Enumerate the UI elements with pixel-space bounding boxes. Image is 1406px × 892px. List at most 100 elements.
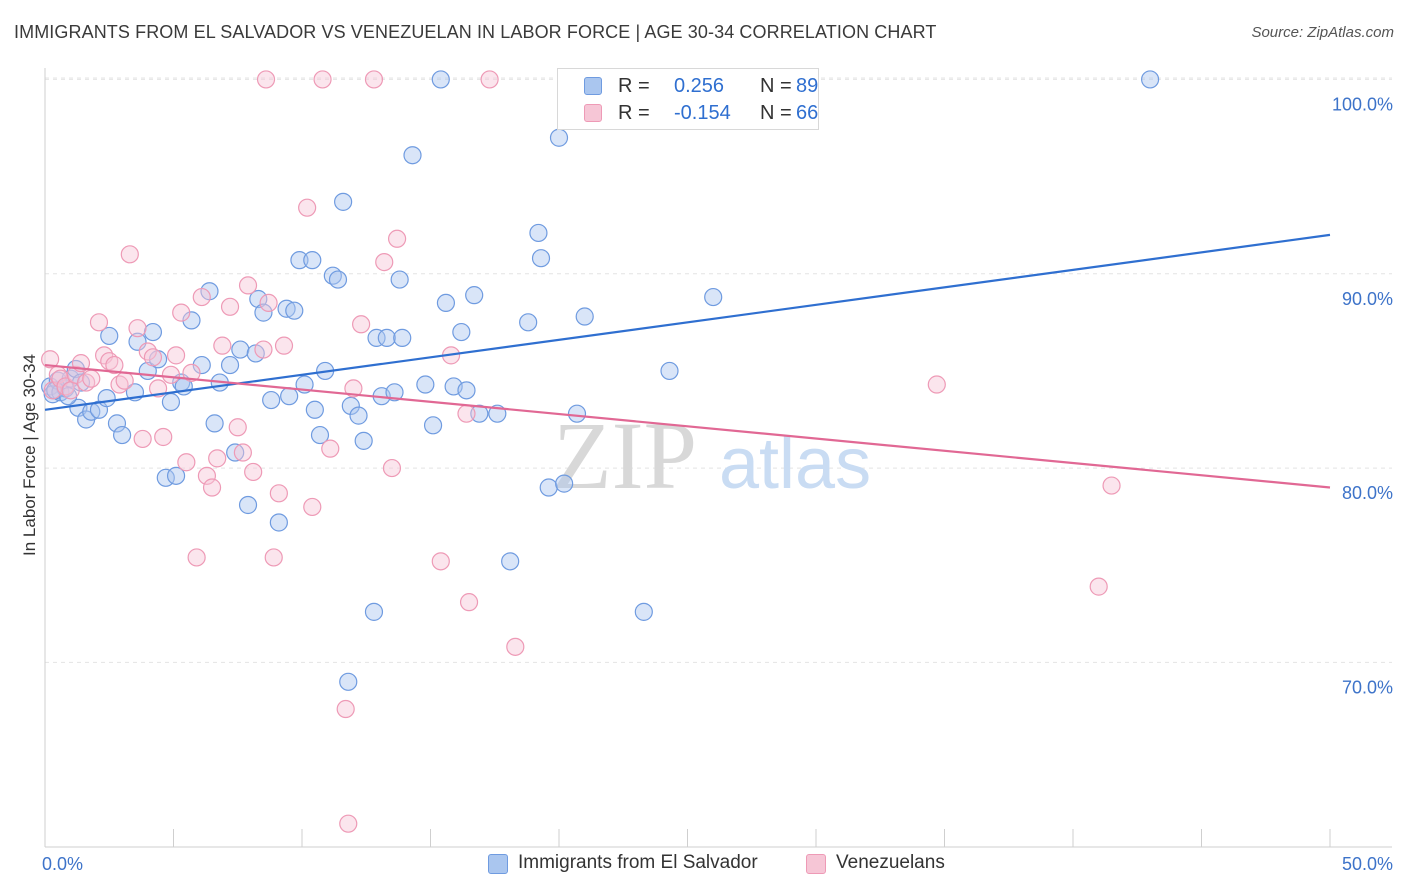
data-point-el-salvador <box>303 251 322 270</box>
data-point-el-salvador <box>436 293 456 313</box>
data-point-el-salvador <box>231 340 250 359</box>
data-point-venezuelans <box>321 439 340 458</box>
y-tick-label: 90.0% <box>1342 289 1393 309</box>
data-point-venezuelans <box>202 478 222 497</box>
data-point-venezuelans <box>128 319 147 338</box>
data-point-el-salvador <box>539 478 558 497</box>
correlation-legend: R = 0.256 N = 89 R = -0.154 N = 66 <box>557 68 819 130</box>
data-point-el-salvador <box>704 287 723 307</box>
data-point-venezuelans <box>143 348 163 367</box>
legend-swatch-venezuelans <box>584 104 602 122</box>
data-point-venezuelans <box>259 293 278 313</box>
data-point-venezuelans <box>364 70 384 89</box>
x-tick-label-min: 0.0% <box>42 854 83 874</box>
legend-r-label: R = <box>618 102 650 124</box>
bottom-legend-label-el-salvador: Immigrants from El Salvador <box>518 852 758 873</box>
data-point-el-salvador <box>100 326 119 346</box>
legend-swatch-el-salvador <box>584 77 602 95</box>
data-point-venezuelans <box>213 336 232 355</box>
data-point-venezuelans <box>927 375 946 394</box>
data-point-venezuelans <box>238 276 258 295</box>
chart-title: IMMIGRANTS FROM EL SALVADOR VS VENEZUELA… <box>14 22 937 42</box>
y-axis-title: In Labor Force | Age 30-34 <box>20 354 39 556</box>
data-point-el-salvador <box>555 474 574 493</box>
data-point-venezuelans <box>344 379 363 398</box>
data-point-el-salvador <box>470 404 489 423</box>
legend-n-value-el-salvador: 89 <box>796 75 819 97</box>
data-point-venezuelans <box>1089 577 1108 596</box>
data-point-el-salvador <box>529 223 548 243</box>
data-point-el-salvador <box>377 328 396 347</box>
data-point-venezuelans <box>352 315 371 334</box>
data-point-el-salvador <box>290 251 309 270</box>
data-point-venezuelans <box>264 548 283 567</box>
data-point-el-salvador <box>238 495 258 515</box>
data-point-venezuelans <box>387 229 407 248</box>
data-point-venezuelans <box>339 814 358 833</box>
x-tick-label-max: 50.0% <box>1342 854 1393 874</box>
data-point-venezuelans <box>274 336 294 355</box>
source-label: Source: ZipAtlas.com <box>1251 24 1394 41</box>
data-point-venezuelans <box>220 297 240 316</box>
data-point-el-salvador <box>549 128 569 147</box>
data-point-venezuelans <box>506 637 525 656</box>
data-point-venezuelans <box>89 313 109 332</box>
data-point-venezuelans <box>192 287 211 307</box>
data-point-el-salvador <box>305 400 324 419</box>
data-point-el-salvador <box>465 286 484 305</box>
axes <box>44 68 1392 848</box>
series-venezuelans-points <box>41 70 1121 833</box>
data-point-venezuelans <box>431 552 450 571</box>
legend-r-value-venezuelans: -0.154 <box>674 102 731 124</box>
data-point-venezuelans <box>480 70 499 89</box>
data-point-venezuelans <box>133 429 152 449</box>
data-point-el-salvador <box>161 392 181 412</box>
data-point-el-salvador <box>385 383 404 402</box>
data-point-venezuelans <box>120 245 139 264</box>
data-point-el-salvador <box>354 431 373 450</box>
data-point-venezuelans <box>161 365 181 384</box>
data-point-el-salvador <box>262 390 281 410</box>
data-point-el-salvador <box>364 602 384 621</box>
data-point-venezuelans <box>459 593 479 612</box>
data-point-el-salvador <box>334 192 353 211</box>
data-point-venezuelans <box>154 427 173 447</box>
axis-labels: 70.0% 80.0% 90.0% 100.0% 0.0% 50.0% In Labor F… <box>20 94 1393 874</box>
data-point-venezuelans <box>233 443 252 462</box>
data-point-venezuelans <box>138 342 157 361</box>
data-point-el-salvador <box>328 270 348 289</box>
data-point-venezuelans <box>457 404 476 423</box>
y-tick-label: 100.0% <box>1332 94 1393 114</box>
data-point-el-salvador <box>97 389 116 408</box>
data-point-el-salvador <box>226 443 245 462</box>
legend-n-label: N = <box>760 102 792 124</box>
data-point-venezuelans <box>166 346 186 365</box>
data-point-el-salvador <box>205 414 224 433</box>
y-tick-label: 70.0% <box>1342 677 1393 697</box>
data-point-el-salvador <box>254 303 273 322</box>
data-point-venezuelans <box>197 466 217 485</box>
data-point-venezuelans <box>254 340 273 359</box>
gridlines <box>45 77 1392 663</box>
data-point-el-salvador <box>390 270 409 289</box>
y-tick-label: 80.0% <box>1342 483 1393 503</box>
data-point-el-salvador <box>403 146 422 165</box>
data-point-el-salvador <box>280 387 299 406</box>
bottom-legend-label-venezuelans: Venezuelans <box>836 852 945 873</box>
data-point-el-salvador <box>269 513 288 532</box>
data-point-el-salvador <box>1140 70 1160 89</box>
data-point-el-salvador <box>567 404 587 423</box>
data-point-el-salvador <box>452 322 471 342</box>
data-point-venezuelans <box>82 369 101 388</box>
data-point-el-salvador <box>575 307 594 326</box>
data-point-venezuelans <box>375 252 394 272</box>
data-point-el-salvador <box>660 361 679 381</box>
data-point-venezuelans <box>269 484 288 503</box>
data-point-el-salvador <box>339 672 358 691</box>
data-point-el-salvador <box>531 249 551 268</box>
bottom-legend-swatch-venezuelans <box>806 854 826 874</box>
trend-lines <box>44 233 1331 489</box>
data-point-venezuelans <box>303 497 322 517</box>
trend-line-venezuelans <box>44 363 1331 489</box>
